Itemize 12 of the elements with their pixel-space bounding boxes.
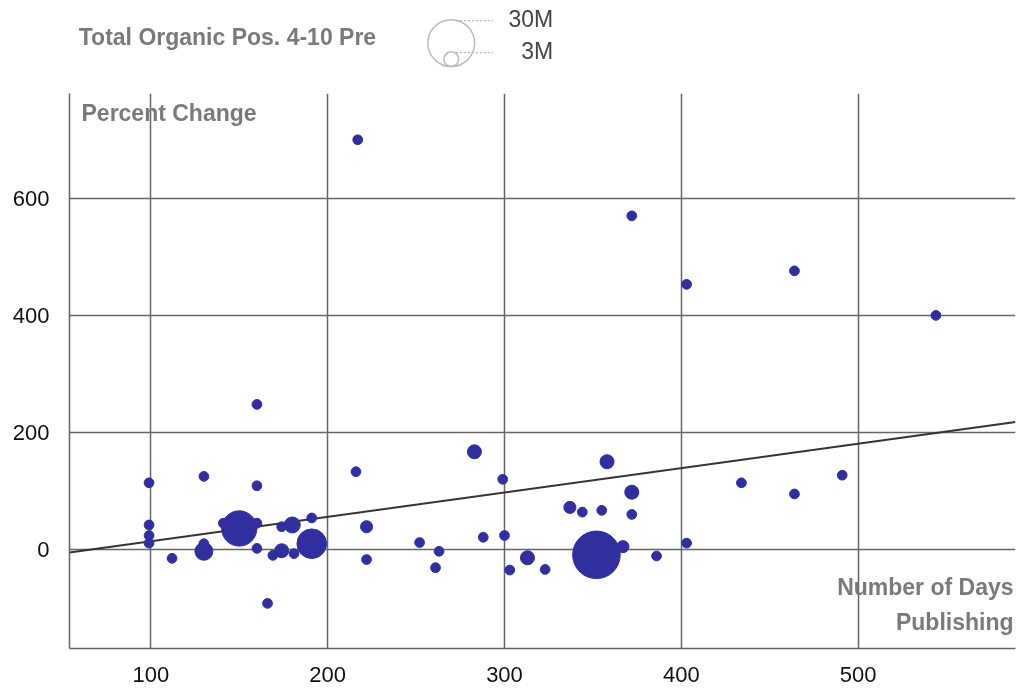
legend-label: 3M — [521, 37, 554, 64]
x-tick-label: 400 — [662, 661, 700, 687]
legend-label: 30M — [508, 5, 554, 32]
x-tick-label: 500 — [839, 661, 877, 687]
y-tick-label: 200 — [12, 419, 50, 445]
y-tick-label: 0 — [37, 537, 50, 563]
y-tick-label: 600 — [12, 185, 50, 211]
x-tick-label: 100 — [132, 661, 170, 687]
x-tick-label: 300 — [486, 661, 523, 687]
legend-title: Total Organic Pos. 4-10 Pre — [78, 23, 377, 50]
y-tick-label: 400 — [12, 302, 50, 328]
x-tick-label: 200 — [309, 661, 347, 687]
